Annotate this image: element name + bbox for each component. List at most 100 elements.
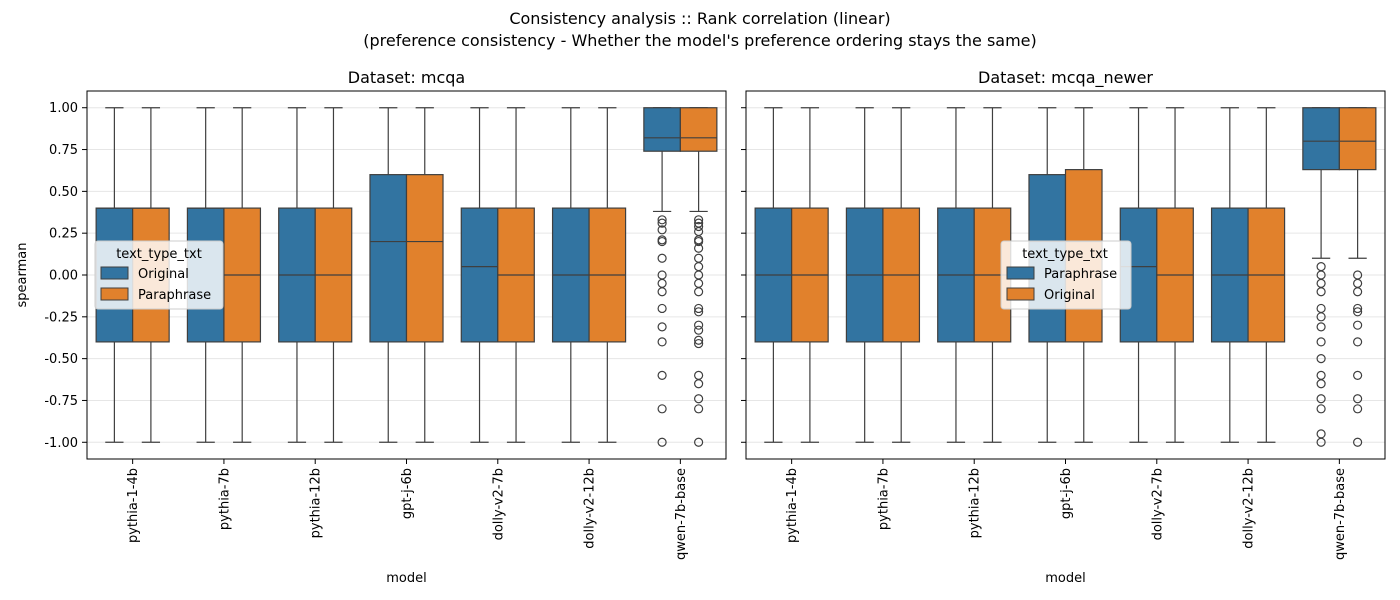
- x-axis-label: model: [386, 571, 426, 586]
- figure-title: Consistency analysis :: Rank correlation…: [509, 9, 891, 28]
- x-tick-label: pythia-12b: [309, 468, 324, 538]
- outlier-point: [694, 221, 704, 232]
- legend-title: text_type_txt: [1022, 247, 1108, 262]
- outlier-point: [657, 287, 667, 297]
- outlier-point: [1353, 394, 1363, 404]
- outlier-point: [1353, 320, 1363, 330]
- box-paraphrase: [679, 107, 718, 152]
- x-tick-label: dolly-v2-12b: [583, 468, 598, 549]
- outlier-point: [694, 287, 704, 297]
- y-tick-label: 0.50: [49, 185, 78, 200]
- outlier-point: [1353, 278, 1363, 288]
- outlier-point: [1353, 303, 1363, 314]
- x-tick-label: gpt-j-6b: [1059, 468, 1074, 519]
- outlier-point: [657, 235, 667, 245]
- y-tick-label: 0.25: [49, 227, 78, 242]
- legend-title: text_type_txt: [116, 247, 202, 262]
- y-tick-label: 0.75: [49, 143, 78, 158]
- outlier-point: [1353, 437, 1363, 447]
- y-axis-label: spearman: [15, 243, 30, 308]
- outlier-point: [694, 320, 704, 330]
- x-tick-label: dolly-v2-12b: [1242, 468, 1257, 549]
- legend-swatch: [1006, 266, 1035, 280]
- panel-title: Dataset: mcqa: [348, 68, 465, 87]
- legend-swatch: [1006, 287, 1035, 301]
- y-tick-label: -0.75: [44, 394, 78, 409]
- x-tick-label: pythia-12b: [968, 468, 983, 538]
- box-original: [460, 207, 499, 343]
- box-paraphrase: [405, 174, 444, 343]
- x-tick-label: qwen-7b-base: [1333, 468, 1348, 560]
- outlier-point: [1316, 337, 1326, 347]
- outlier-point: [1316, 437, 1326, 447]
- outlier-point: [694, 262, 704, 272]
- outlier-point: [657, 370, 667, 380]
- x-tick-label: pythia-1-4b: [785, 468, 800, 543]
- x-tick-label: pythia-7b: [217, 468, 232, 530]
- outlier-point: [1316, 278, 1326, 288]
- x-tick-label: dolly-v2-7b: [1150, 468, 1165, 540]
- legend-label: Paraphrase: [138, 288, 211, 303]
- outlier-point: [657, 322, 667, 332]
- outlier-point: [1353, 337, 1363, 347]
- y-tick-label: -0.25: [44, 310, 78, 325]
- outlier-point: [1316, 262, 1326, 272]
- y-tick-label: -1.00: [44, 436, 78, 451]
- outlier-point: [657, 215, 667, 225]
- legend-label: Original: [1044, 288, 1095, 303]
- outlier-point: [657, 337, 667, 347]
- outlier-point: [1316, 354, 1326, 364]
- outlier-point: [657, 404, 667, 414]
- outlier-point: [694, 325, 704, 335]
- figure-subtitle: (preference consistency - Whether the mo…: [363, 31, 1037, 50]
- outlier-point: [1353, 307, 1363, 317]
- x-axis-label: model: [1045, 571, 1085, 586]
- box-original: [643, 107, 681, 152]
- outlier-point: [694, 253, 704, 263]
- outlier-point: [694, 335, 704, 345]
- x-tick-label: qwen-7b-base: [674, 468, 689, 560]
- outlier-point: [694, 394, 704, 404]
- outlier-point: [694, 307, 704, 317]
- box-original: [1338, 107, 1377, 171]
- outlier-point: [657, 303, 667, 314]
- y-tick-label: 0.00: [49, 269, 78, 284]
- legend-label: Paraphrase: [1044, 267, 1117, 282]
- outlier-point: [694, 370, 704, 380]
- box-original: [369, 174, 408, 343]
- outlier-point: [1316, 370, 1326, 380]
- outlier-point: [694, 226, 704, 237]
- outlier-point: [694, 379, 704, 389]
- legend-label: Original: [138, 267, 189, 282]
- outlier-point: [694, 215, 704, 225]
- outlier-point: [694, 303, 704, 314]
- outlier-point: [657, 218, 667, 228]
- outlier-point: [694, 437, 704, 447]
- outlier-point: [694, 243, 704, 253]
- y-tick-label: 1.00: [49, 101, 78, 116]
- outlier-point: [1353, 287, 1363, 297]
- legend-swatch: [100, 266, 129, 280]
- outlier-point: [1316, 394, 1326, 404]
- x-tick-label: dolly-v2-7b: [491, 468, 506, 540]
- y-tick-label: -0.50: [44, 352, 78, 367]
- x-tick-label: gpt-j-6b: [400, 468, 415, 519]
- outlier-point: [1353, 404, 1363, 414]
- outlier-point: [657, 253, 667, 263]
- outlier-point: [1316, 429, 1326, 439]
- box-paraphrase: [1302, 107, 1340, 171]
- outlier-point: [657, 437, 667, 447]
- x-tick-label: pythia-1-4b: [126, 468, 141, 543]
- outlier-point: [1316, 287, 1326, 297]
- outlier-point: [694, 404, 704, 414]
- panel-title: Dataset: mcqa_newer: [978, 68, 1153, 88]
- outlier-point: [1316, 312, 1326, 322]
- outlier-point: [1316, 404, 1326, 414]
- outlier-point: [694, 278, 704, 288]
- outlier-point: [657, 225, 667, 235]
- outlier-point: [657, 278, 667, 288]
- x-tick-label: pythia-7b: [876, 468, 891, 530]
- outlier-point: [1316, 379, 1326, 389]
